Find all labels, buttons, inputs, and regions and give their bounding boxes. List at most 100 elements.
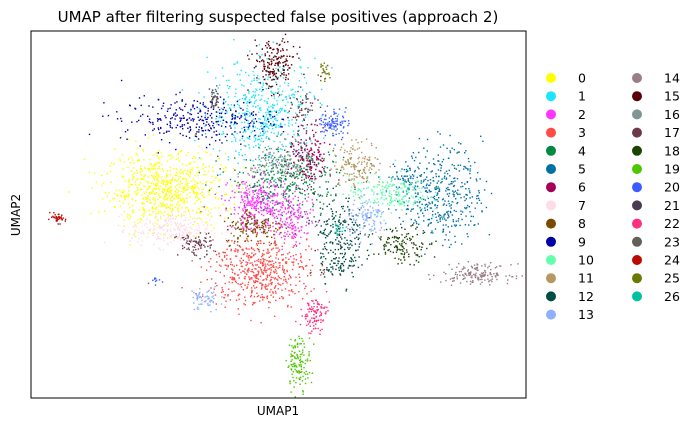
scatter-point bbox=[225, 101, 227, 103]
scatter-point bbox=[457, 218, 460, 220]
scatter-point bbox=[272, 170, 274, 172]
scatter-point bbox=[237, 162, 239, 164]
scatter-point bbox=[230, 213, 232, 215]
scatter-point bbox=[440, 281, 442, 283]
scatter-point bbox=[258, 121, 261, 123]
scatter-point bbox=[157, 99, 160, 101]
scatter-point bbox=[312, 159, 314, 162]
scatter-point bbox=[281, 160, 283, 162]
scatter-point bbox=[128, 194, 130, 196]
scatter-point bbox=[416, 201, 418, 203]
scatter-point bbox=[274, 186, 276, 188]
scatter-point bbox=[237, 308, 239, 310]
scatter-point bbox=[242, 227, 244, 230]
scatter-point bbox=[397, 192, 400, 194]
scatter-point bbox=[230, 127, 232, 129]
scatter-point bbox=[202, 293, 204, 296]
scatter-point bbox=[304, 147, 306, 150]
scatter-point bbox=[232, 225, 234, 227]
scatter-point bbox=[201, 191, 203, 193]
scatter-point bbox=[259, 172, 262, 175]
scatter-point bbox=[415, 156, 417, 159]
scatter-point bbox=[313, 288, 315, 290]
scatter-point bbox=[320, 262, 322, 265]
scatter-point bbox=[323, 142, 326, 144]
scatter-point bbox=[288, 258, 290, 260]
scatter-point bbox=[309, 183, 311, 186]
scatter-point bbox=[274, 156, 276, 159]
scatter-point bbox=[207, 298, 209, 300]
scatter-point bbox=[275, 126, 277, 129]
scatter-point bbox=[170, 117, 172, 120]
scatter-point bbox=[285, 145, 287, 148]
scatter-point bbox=[185, 178, 187, 180]
scatter-point bbox=[364, 156, 366, 158]
scatter-point bbox=[131, 237, 133, 239]
scatter-point bbox=[177, 194, 179, 196]
scatter-point bbox=[161, 226, 164, 228]
scatter-point bbox=[209, 301, 212, 303]
scatter-point bbox=[175, 179, 177, 181]
scatter-point bbox=[310, 271, 312, 274]
scatter-point bbox=[344, 221, 346, 223]
scatter-point bbox=[267, 220, 269, 222]
scatter-point bbox=[306, 164, 308, 166]
scatter-point bbox=[355, 165, 358, 168]
scatter-point bbox=[241, 265, 244, 268]
scatter-point bbox=[343, 151, 346, 154]
scatter-point bbox=[260, 98, 263, 100]
scatter-point bbox=[299, 142, 301, 144]
scatter-point bbox=[253, 130, 256, 132]
scatter-point bbox=[235, 116, 237, 118]
scatter-point bbox=[300, 229, 302, 231]
scatter-point bbox=[140, 219, 143, 221]
scatter-point bbox=[317, 221, 320, 223]
scatter-point bbox=[204, 129, 207, 132]
scatter-point bbox=[249, 184, 251, 187]
scatter-point bbox=[338, 257, 340, 259]
scatter-point bbox=[169, 158, 172, 160]
scatter-point bbox=[310, 140, 312, 142]
scatter-point bbox=[273, 233, 275, 236]
scatter-point bbox=[189, 196, 191, 198]
scatter-point bbox=[343, 168, 345, 170]
scatter-point bbox=[252, 190, 255, 192]
scatter-point bbox=[454, 273, 457, 275]
scatter-point bbox=[207, 71, 209, 73]
scatter-point bbox=[350, 257, 353, 260]
scatter-point bbox=[162, 205, 164, 207]
scatter-point bbox=[298, 204, 300, 206]
scatter-point bbox=[119, 158, 121, 160]
scatter-point bbox=[226, 112, 228, 114]
scatter-point bbox=[266, 212, 268, 215]
scatter-point bbox=[224, 251, 226, 254]
scatter-point bbox=[222, 133, 225, 135]
scatter-point bbox=[290, 142, 293, 144]
scatter-point bbox=[361, 216, 364, 218]
scatter-point bbox=[152, 198, 154, 201]
scatter-point bbox=[339, 252, 342, 255]
scatter-point bbox=[250, 256, 252, 258]
scatter-point bbox=[333, 199, 335, 201]
scatter-point bbox=[248, 259, 250, 261]
scatter-point bbox=[277, 48, 279, 51]
scatter-point bbox=[303, 142, 305, 144]
scatter-point bbox=[254, 230, 257, 232]
scatter-point bbox=[403, 185, 406, 187]
scatter-point bbox=[182, 197, 184, 199]
scatter-point bbox=[237, 237, 239, 239]
scatter-point bbox=[321, 160, 324, 163]
scatter-point bbox=[297, 227, 299, 229]
scatter-point bbox=[419, 200, 421, 203]
scatter-point bbox=[248, 269, 250, 271]
scatter-point bbox=[171, 195, 174, 197]
scatter-point bbox=[201, 206, 203, 208]
scatter-point bbox=[299, 171, 301, 174]
scatter-point bbox=[320, 153, 322, 156]
scatter-point bbox=[248, 202, 250, 204]
scatter-point bbox=[402, 196, 404, 198]
scatter-point bbox=[208, 170, 210, 173]
scatter-point bbox=[248, 216, 250, 218]
scatter-point bbox=[361, 196, 363, 198]
scatter-point bbox=[471, 281, 473, 284]
